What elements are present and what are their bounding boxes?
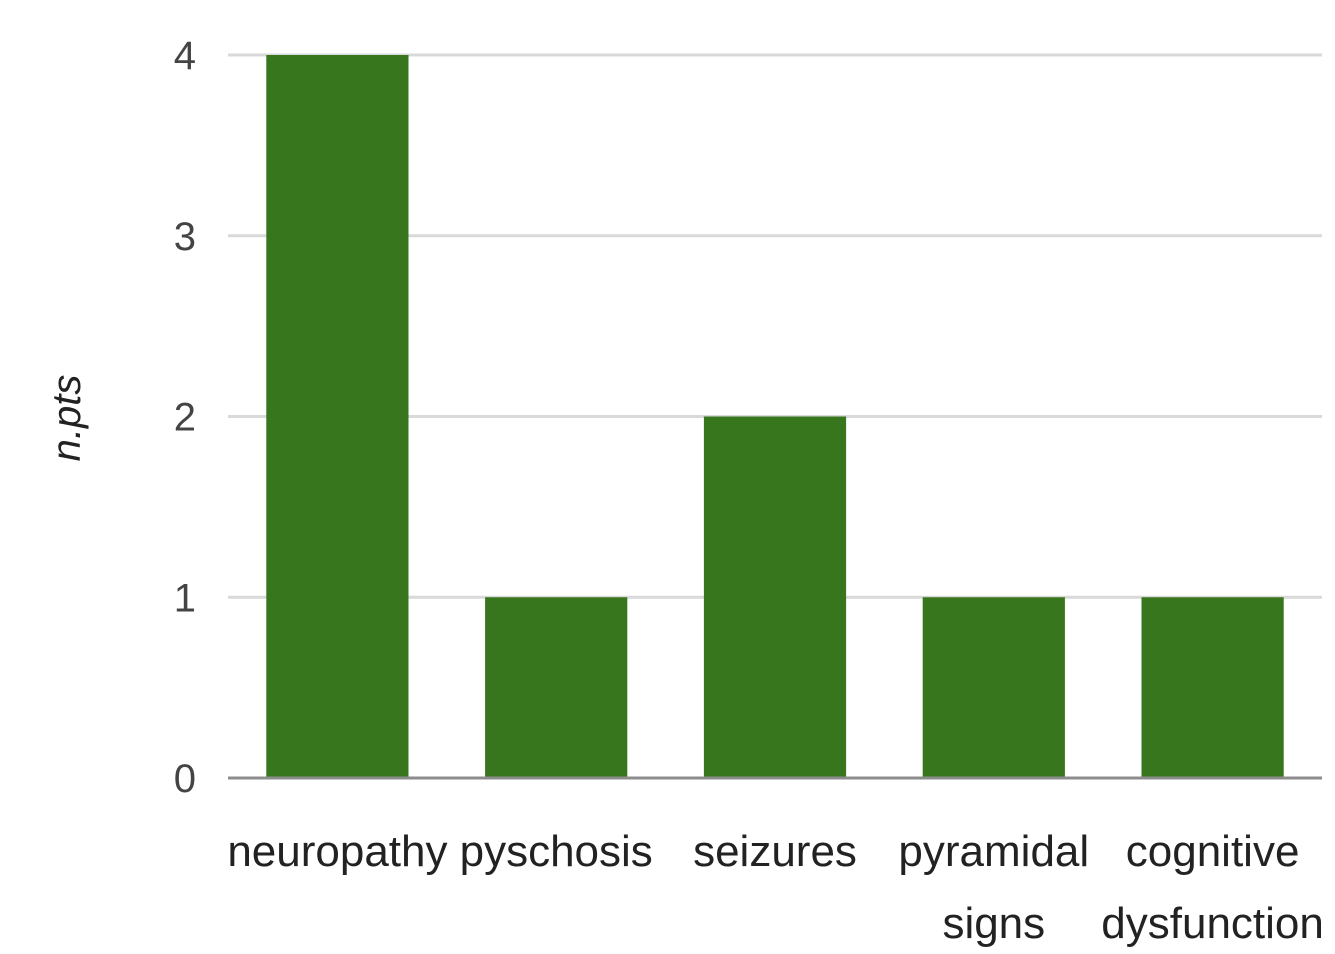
y-tick-label: 4: [174, 34, 196, 78]
x-tick-label-line: dysfunction: [1101, 899, 1324, 948]
y-tick-label: 3: [174, 215, 196, 259]
x-tick-labels: neuropathy pyschosis seizures pyramidal sign…: [227, 827, 1324, 948]
x-tick-label-line: seizures: [693, 827, 857, 876]
bar-3: [923, 597, 1065, 778]
bar-0: [266, 55, 408, 778]
x-tick-label-line: signs: [942, 899, 1045, 948]
bar-2: [704, 417, 846, 779]
x-tick-label-line: pyschosis: [460, 827, 653, 876]
x-tick-label-line: neuropathy: [227, 827, 447, 876]
y-tick-label: 2: [174, 396, 196, 440]
x-tick-label: pyramidal signs: [898, 827, 1089, 948]
x-tick-label: pyschosis: [460, 827, 653, 876]
x-tick-label-line: cognitive: [1126, 827, 1300, 876]
y-tick-labels: 0 1 2 3 4: [174, 34, 196, 801]
x-tick-label: neuropathy: [227, 827, 447, 876]
y-axis-label: n.pts: [45, 375, 89, 462]
x-tick-label-line: pyramidal: [898, 827, 1089, 876]
x-tick-label: seizures: [693, 827, 857, 876]
bar-1: [485, 597, 627, 778]
y-tick-label: 1: [174, 576, 196, 620]
y-tick-label: 0: [174, 757, 196, 801]
bar-4: [1141, 597, 1283, 778]
x-tick-label: cognitive dysfunction: [1101, 827, 1324, 948]
